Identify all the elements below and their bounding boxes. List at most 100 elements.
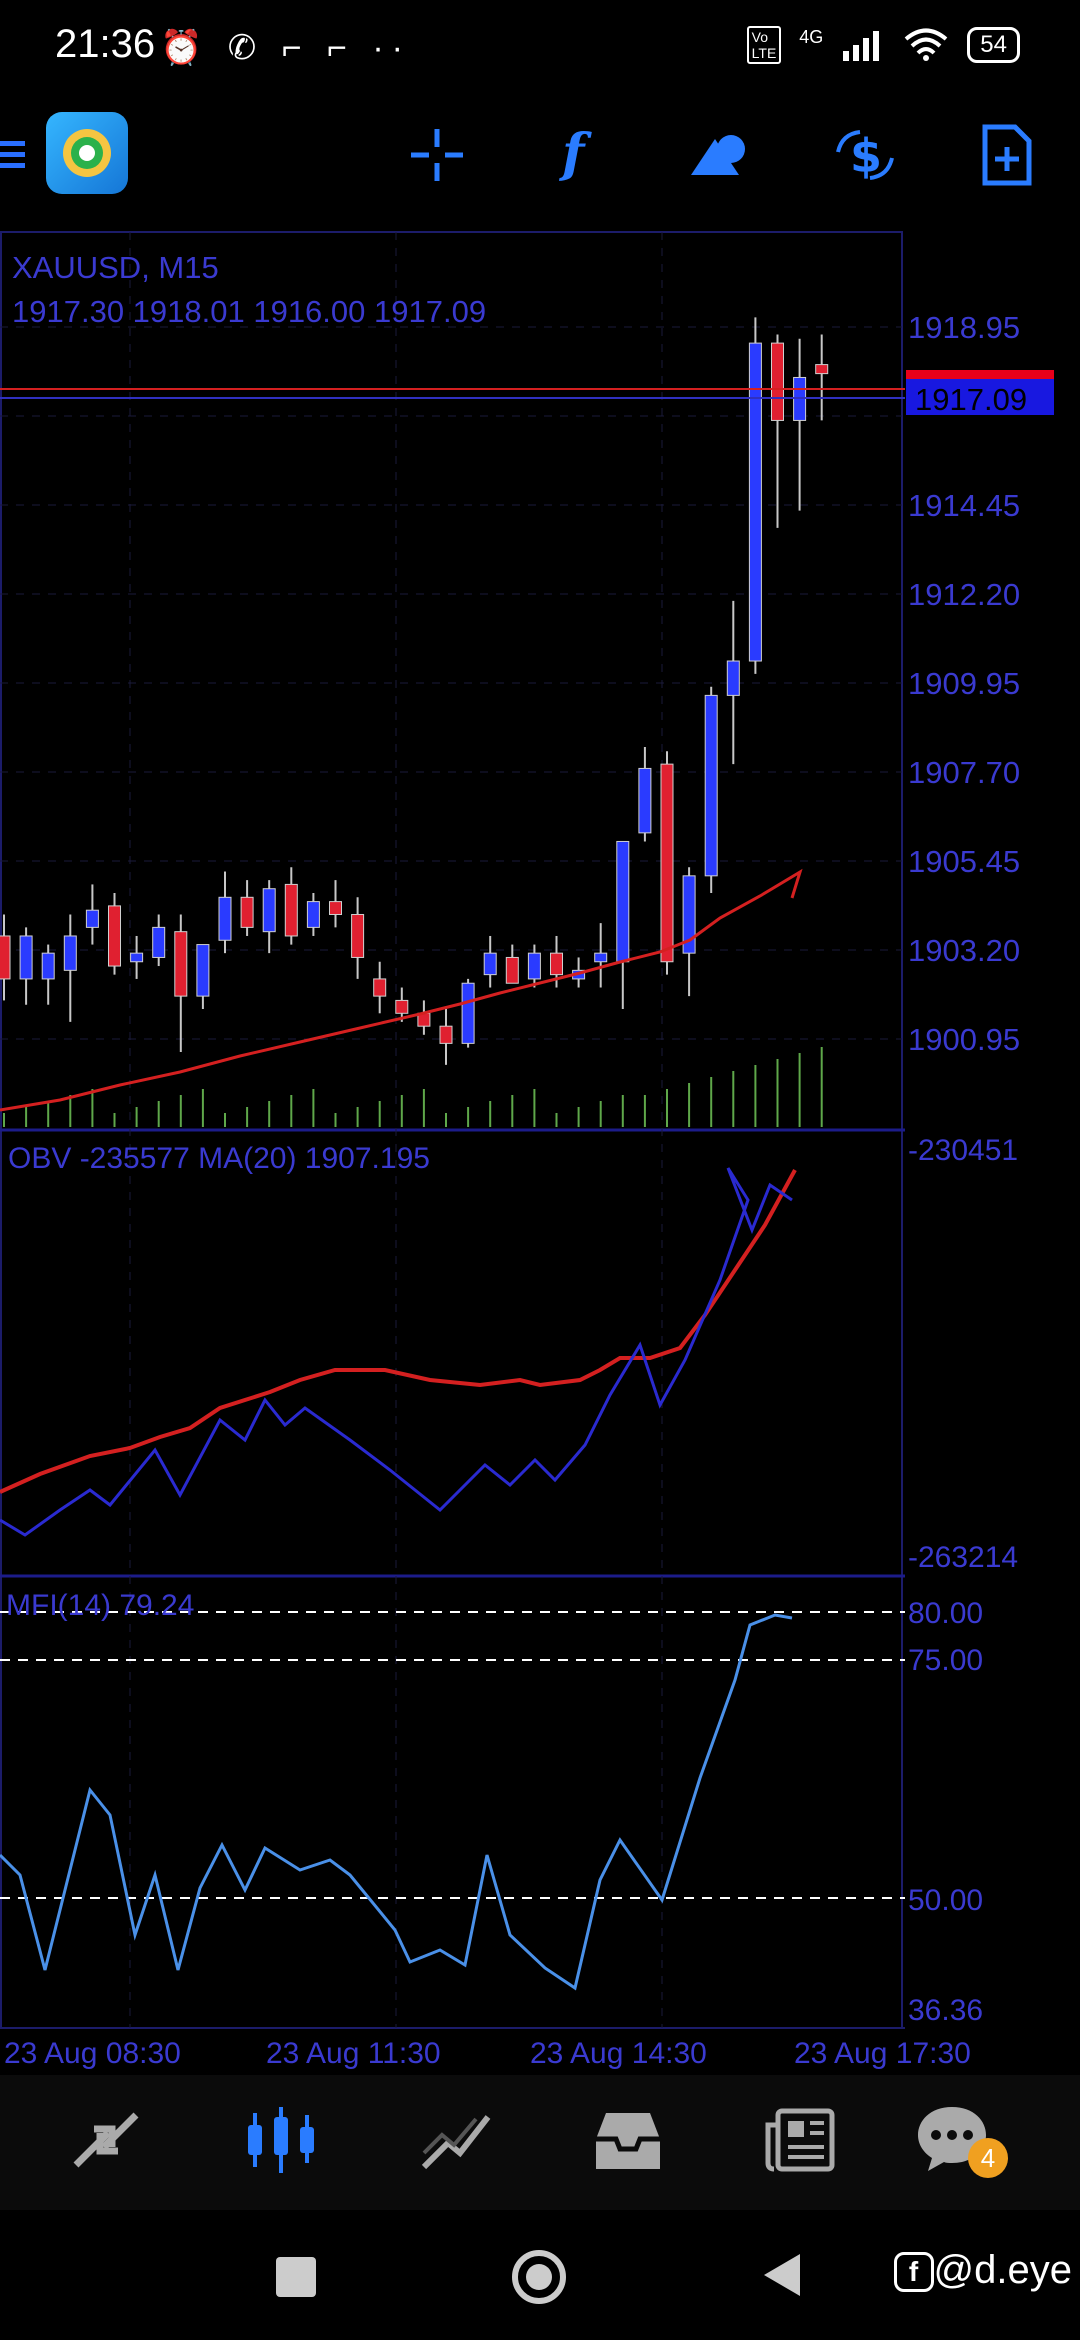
candle-body xyxy=(638,767,652,834)
status-right: Vo LTE 4G 54 xyxy=(746,26,1020,64)
home-button[interactable] xyxy=(512,2250,566,2304)
nav-history[interactable] xyxy=(592,2109,664,2178)
crosshair-button[interactable] xyxy=(392,105,482,205)
volume-bars xyxy=(3,1047,823,1127)
obv-line xyxy=(0,1167,793,1537)
candle-body xyxy=(815,364,829,375)
new-order-button[interactable] xyxy=(962,105,1052,205)
candlestick-chart-icon xyxy=(248,2107,314,2173)
symbol-label: XAUUSD, M15 xyxy=(12,250,219,285)
candle-body xyxy=(130,952,144,963)
obv-bottom-tick: -263214 xyxy=(908,1541,1018,1574)
candle-body xyxy=(306,901,320,928)
recents-button[interactable] xyxy=(276,2257,316,2297)
chart-toolbar: f $ xyxy=(0,105,1080,205)
menu-button[interactable] xyxy=(0,105,60,205)
candle-body xyxy=(152,926,166,958)
time-tick: 23 Aug 17:30 xyxy=(794,2037,971,2070)
candle-body xyxy=(594,952,608,963)
indicators-button[interactable]: f xyxy=(533,105,623,205)
candle-body xyxy=(550,952,563,976)
grid-lines xyxy=(0,232,902,2028)
watermark-text: @d.eye xyxy=(933,2248,1072,2292)
shapes-icon xyxy=(691,135,745,175)
candle-body xyxy=(660,763,674,963)
home-dot xyxy=(526,2264,552,2290)
function-icon: f xyxy=(558,125,592,184)
price-tick: 1903.20 xyxy=(908,933,1020,968)
candle-body xyxy=(41,952,55,980)
inbox-icon xyxy=(596,2113,660,2169)
chat-badge: 4 xyxy=(968,2138,1008,2178)
price-tick: 1914.45 xyxy=(908,488,1020,523)
system-navigation-bar xyxy=(0,2210,1080,2340)
moving-average-line xyxy=(0,868,803,1112)
obv-ma-line xyxy=(0,1169,797,1494)
candle-body xyxy=(351,913,365,958)
candle-body xyxy=(218,896,232,941)
candle-body xyxy=(771,342,784,421)
volte-icon: Vo LTE xyxy=(746,26,782,64)
status-bar: 21:36 ⏰ ✆ ⌐ ⌐ ·· Vo LTE 4G 54 xyxy=(0,0,1080,100)
objects-button[interactable] xyxy=(676,105,766,205)
candles xyxy=(0,317,829,1065)
candle-body xyxy=(174,931,188,997)
nav-news[interactable] xyxy=(764,2105,836,2180)
obv-top-tick: -230451 xyxy=(908,1134,1018,1167)
candle-body xyxy=(284,883,298,937)
mfi-label: MFI(14) 79.24 xyxy=(6,1589,194,1622)
time-tick: 23 Aug 14:30 xyxy=(530,2037,707,2070)
candle-body xyxy=(108,905,121,967)
facebook-icon: f xyxy=(893,2252,934,2293)
nav-chart[interactable] xyxy=(244,2103,320,2182)
app-logo[interactable] xyxy=(46,112,128,194)
candle-body xyxy=(19,935,33,980)
battery-icon: 54 xyxy=(967,27,1020,63)
status-time: 21:36 xyxy=(55,22,156,66)
signal-icon xyxy=(843,31,880,61)
trend-line-icon xyxy=(421,2115,491,2170)
time-tick: 23 Aug 11:30 xyxy=(266,2037,441,2070)
candle-body xyxy=(483,952,497,976)
candle-body xyxy=(439,1025,453,1044)
mfi-tick: 50.00 xyxy=(908,1884,983,1917)
candle-body xyxy=(682,875,696,954)
candle-body xyxy=(63,935,77,971)
candle-body xyxy=(262,888,276,933)
candle-body xyxy=(726,660,740,696)
ohlc-label: 1917.30 1918.01 1916.00 1917.09 xyxy=(12,294,486,329)
candle-body xyxy=(329,901,342,915)
candle-body xyxy=(616,840,630,963)
bid-price-box xyxy=(906,379,1054,415)
mfi-line xyxy=(0,1613,793,1991)
mfi-tick: 36.36 xyxy=(908,1994,983,2027)
candle-body xyxy=(196,944,210,997)
price-tick: 1900.95 xyxy=(908,1022,1020,1057)
notification-icons: ⏰ ✆ ⌐ ⌐ ·· xyxy=(160,29,411,67)
chart-area[interactable]: 1917.09 XAUUSD, M15 1917.30 1918.01 1916… xyxy=(0,0,1080,2075)
price-tick: 1907.70 xyxy=(908,755,1020,790)
quotes-arrows-icon xyxy=(73,2112,139,2168)
time-tick: 23 Aug 08:30 xyxy=(4,2037,181,2070)
price-tick: 1905.45 xyxy=(908,844,1020,879)
add-document-icon xyxy=(982,124,1032,186)
trade-button[interactable]: $ xyxy=(820,105,910,205)
candle-body xyxy=(395,999,409,1014)
mfi-tick: 80.00 xyxy=(908,1597,983,1630)
back-button[interactable] xyxy=(762,2252,802,2298)
candle-body xyxy=(748,342,762,662)
candle-body xyxy=(0,935,11,980)
mfi-tick: 75.00 xyxy=(908,1644,983,1677)
nav-trade[interactable] xyxy=(418,2105,494,2180)
network-label: 4G xyxy=(799,26,824,47)
nav-quotes[interactable] xyxy=(68,2105,144,2180)
current-price-label: 1917.09 xyxy=(915,382,1027,417)
candle-body xyxy=(527,952,541,980)
obv-label: OBV -235577 MA(20) 1907.195 xyxy=(8,1142,430,1175)
dollar-arrows-icon: $ xyxy=(836,129,894,183)
crosshair-icon xyxy=(411,129,463,181)
watermark: f @d.eye xyxy=(893,2248,1072,2293)
price-axis: 1918.95 1914.45 1912.20 1909.95 1907.70 … xyxy=(908,310,1020,1057)
candle-body xyxy=(240,896,254,928)
metatrader-logo-icon xyxy=(63,129,111,177)
